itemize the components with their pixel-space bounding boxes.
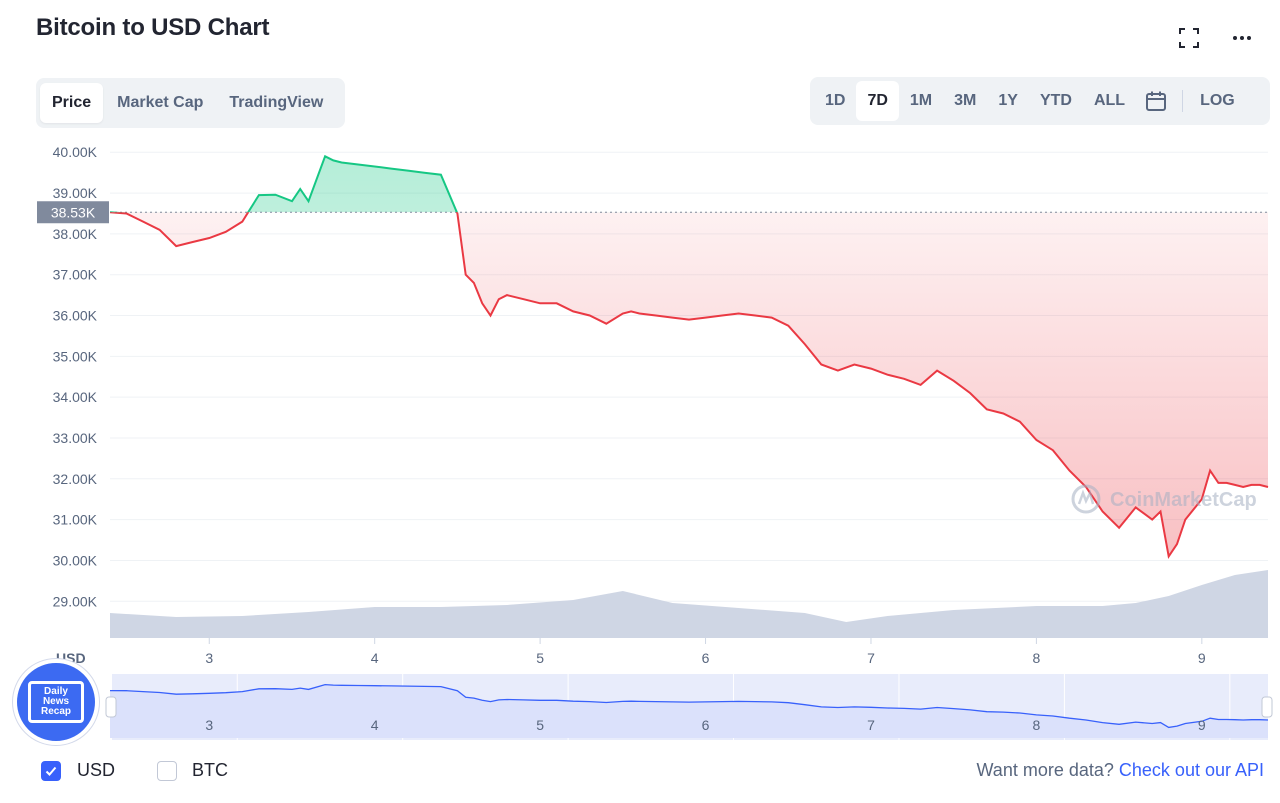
badge-text-line2: News <box>42 696 70 707</box>
badge-text-line1: Daily <box>44 686 68 697</box>
page-title: Bitcoin to USD Chart <box>36 14 270 41</box>
x-tick-label: 5 <box>536 650 544 666</box>
navigator-tick-label: 5 <box>536 717 544 733</box>
y-tick-label: 38.00K <box>53 226 98 242</box>
navigator-tick-label: 4 <box>371 717 379 733</box>
price-fill-down <box>110 212 1268 557</box>
calendar-icon[interactable] <box>1136 81 1176 121</box>
reference-price-tag: 38.53K <box>37 201 109 224</box>
y-tick-label: 31.00K <box>53 512 98 528</box>
y-tick-label: 33.00K <box>53 430 98 446</box>
time-range-selector: 1D 7D 1M 3M 1Y YTD ALL LOG <box>810 77 1270 125</box>
svg-text:38.53K: 38.53K <box>51 204 96 220</box>
range-1y-button[interactable]: 1Y <box>998 92 1018 109</box>
api-promo-text: Want more data? <box>976 760 1114 780</box>
tab-tradingview[interactable]: TradingView <box>229 94 324 111</box>
y-tick-label: 40.00K <box>53 144 98 160</box>
navigator-tick-label: 6 <box>702 717 710 733</box>
navigator-area <box>110 684 1268 738</box>
badge-text-line3: Recap <box>40 706 71 717</box>
btc-checkbox[interactable] <box>157 761 177 781</box>
y-tick-label: 34.00K <box>53 389 98 405</box>
price-line-up <box>110 154 458 213</box>
navigator-tick-label: 3 <box>205 717 213 733</box>
x-tick-label: 7 <box>867 650 875 666</box>
y-tick-label: 37.00K <box>53 267 98 283</box>
chart-type-tabs: Price Market Cap TradingView <box>36 78 345 128</box>
daily-news-recap-badge[interactable]: Daily News Recap <box>13 659 99 745</box>
usd-label: USD <box>77 760 116 780</box>
navigator-tick-label: 8 <box>1033 717 1041 733</box>
y-tick-label: 39.00K <box>53 185 98 201</box>
log-scale-button[interactable]: LOG <box>1200 92 1235 109</box>
navigator-tick-label: 9 <box>1198 717 1206 733</box>
tab-market-cap[interactable]: Market Cap <box>117 94 204 111</box>
y-tick-label: 30.00K <box>53 552 98 568</box>
volume-bars <box>110 570 1268 638</box>
y-tick-label: 29.00K <box>53 593 98 609</box>
navigator-x-axis: 3 4 5 6 7 8 9 <box>205 717 1206 733</box>
range-all-button[interactable]: ALL <box>1093 92 1126 109</box>
watermark-text: CoinMarketCap <box>1110 489 1257 511</box>
y-tick-label: 35.00K <box>53 348 98 364</box>
navigator-right-handle[interactable] <box>1261 696 1273 718</box>
range-1m-button[interactable]: 1M <box>909 92 933 109</box>
expand-icon[interactable] <box>1177 26 1201 50</box>
range-divider <box>1182 90 1184 112</box>
range-7d-button[interactable]: 7D <box>856 81 899 121</box>
x-tick-label: 4 <box>371 650 379 666</box>
volume-area <box>110 570 1268 638</box>
navigator[interactable]: 3 4 5 6 7 8 9 <box>105 674 1273 740</box>
x-tick-label: 6 <box>702 650 710 666</box>
daily-news-recap-logo: Daily News Recap <box>28 681 84 723</box>
navigator-left-handle[interactable] <box>105 696 117 718</box>
usd-checkbox[interactable] <box>41 761 61 781</box>
x-tick-label: 9 <box>1198 650 1206 666</box>
price-line-down <box>109 212 1269 559</box>
api-link[interactable]: Check out our API <box>1118 760 1264 780</box>
more-horizontal-icon[interactable] <box>1230 26 1254 50</box>
tab-price[interactable]: Price <box>40 83 104 123</box>
price-line <box>109 154 1269 559</box>
navigator-line <box>109 683 1269 729</box>
watermark: CoinMarketCap <box>1071 484 1257 514</box>
navigator-tick-label: 7 <box>867 717 875 733</box>
y-axis: 40.00K 39.00K 38.00K 37.00K 36.00K 35.00K 34.0… <box>53 144 98 609</box>
api-promo: Want more data? Check out our API <box>976 760 1264 781</box>
checkmark-icon <box>45 766 57 776</box>
price-chart[interactable]: 40.00K 39.00K 38.00K 37.00K 36.00K 35.00K 34.0… <box>0 140 1280 746</box>
range-ytd-button[interactable]: YTD <box>1039 92 1072 109</box>
y-tick-label: 36.00K <box>53 308 98 324</box>
btc-label: BTC <box>192 760 228 780</box>
range-1d-button[interactable]: 1D <box>825 92 846 109</box>
y-tick-label: 32.00K <box>53 471 98 487</box>
range-3m-button[interactable]: 3M <box>954 92 977 109</box>
x-tick-label: 8 <box>1033 650 1041 666</box>
x-axis: 3 4 5 6 7 8 9 <box>205 638 1206 666</box>
x-tick-label: 3 <box>205 650 213 666</box>
